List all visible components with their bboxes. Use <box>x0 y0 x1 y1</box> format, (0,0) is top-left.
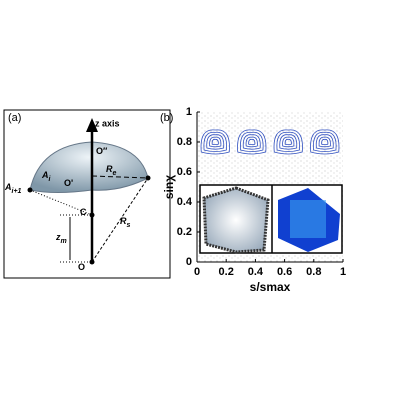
island-orbit <box>310 129 340 155</box>
y-tick-label: 0.4 <box>177 196 193 208</box>
y-tick-label: 0.8 <box>177 136 192 148</box>
island-orbit <box>239 131 264 152</box>
island <box>310 129 340 155</box>
label-sub: m <box>61 238 67 245</box>
x-tick-label: 0.6 <box>277 266 292 278</box>
point <box>145 175 151 181</box>
island-orbit <box>203 131 228 152</box>
label-sub: s <box>127 222 131 229</box>
point-label: Ai <box>41 170 52 182</box>
point <box>89 259 95 265</box>
island-orbit <box>318 136 331 148</box>
island-orbit <box>279 134 298 150</box>
label-main: O <box>78 262 85 272</box>
arrow <box>86 118 98 132</box>
y-tick-label: 0 <box>186 256 192 268</box>
y-tick-label: 1 <box>186 106 192 118</box>
label-main: R <box>120 216 127 226</box>
label-sub: i+1 <box>12 188 22 195</box>
island-orbit <box>242 134 261 150</box>
island-orbit <box>237 129 267 155</box>
label-main: O″ <box>96 146 108 156</box>
label-main: z <box>55 232 61 242</box>
point-label: zm <box>55 232 67 244</box>
label-main: O' <box>64 178 73 188</box>
point-label: Re <box>106 164 117 176</box>
island-orbit <box>282 136 295 148</box>
y-axis-label: sinχ <box>162 175 176 199</box>
island <box>273 129 303 155</box>
island-orbit <box>209 136 222 148</box>
island-orbit <box>273 129 303 155</box>
island <box>237 129 267 155</box>
island-orbit <box>284 138 292 146</box>
label-main: C <box>80 207 87 217</box>
island-orbit <box>312 131 337 152</box>
point-label: Ai+1 <box>4 182 22 194</box>
label-sub: e <box>113 170 117 177</box>
x-tick-label: 0 <box>194 266 200 278</box>
chord <box>29 189 93 216</box>
point <box>89 212 95 218</box>
point-label: O' <box>64 178 73 188</box>
x-tick-label: 1 <box>340 266 346 278</box>
x-axis-label: s/smax <box>250 280 291 294</box>
panel-frame <box>3 109 171 279</box>
point-label: Rs <box>120 216 131 228</box>
y-tick-label: 0.2 <box>177 226 192 238</box>
label-sub: i <box>49 176 52 183</box>
label-main: A <box>41 170 49 180</box>
x-tick-label: 0.4 <box>248 266 264 278</box>
island-orbit <box>200 129 230 155</box>
point-label: C <box>80 207 87 217</box>
island-orbit <box>245 136 258 148</box>
axis-label: z axis <box>95 118 120 128</box>
label-main: R <box>106 164 113 174</box>
x-tick-label: 0.8 <box>306 266 321 278</box>
dome <box>29 141 149 193</box>
radius <box>91 177 149 263</box>
point-label: O <box>78 262 85 272</box>
island-orbit <box>211 138 219 146</box>
panel-label: (a) <box>8 112 21 124</box>
island <box>200 129 230 155</box>
x-tick-label: 0.2 <box>219 266 234 278</box>
island-orbit <box>248 138 256 146</box>
island-orbit <box>206 134 225 150</box>
radius <box>91 175 149 179</box>
point-label: O″ <box>96 146 108 156</box>
island-orbit <box>276 131 301 152</box>
label-main: A <box>4 182 12 192</box>
point <box>27 187 33 193</box>
panel-label: (b) <box>160 112 173 124</box>
inset <box>199 184 343 254</box>
island-orbit <box>315 134 334 150</box>
island-orbit <box>321 138 329 146</box>
y-tick-label: 0.6 <box>177 166 192 178</box>
